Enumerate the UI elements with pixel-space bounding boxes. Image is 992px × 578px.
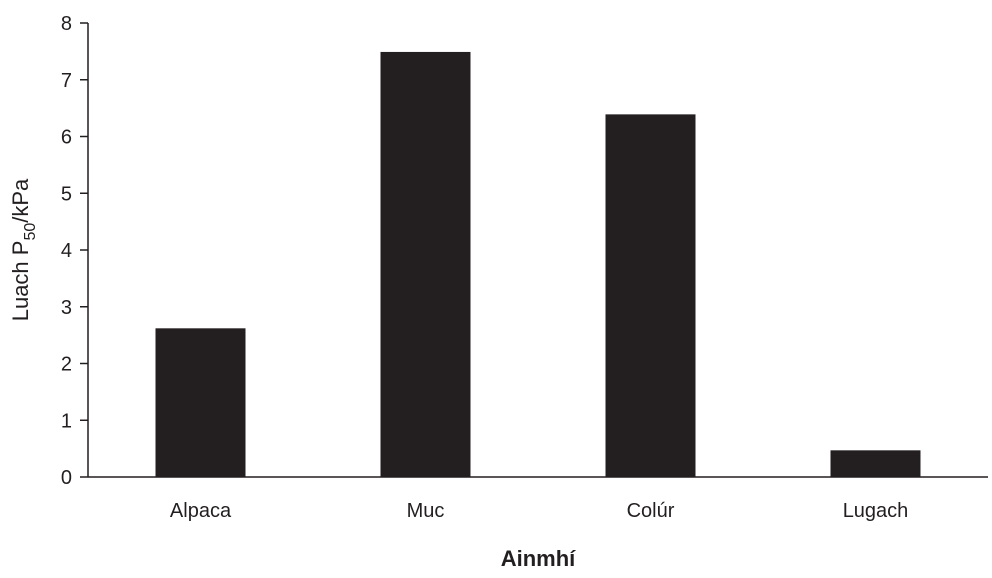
x-tick-label: Muc bbox=[407, 500, 445, 522]
y-axis-title-prefix: Luach P bbox=[8, 241, 33, 322]
bar bbox=[155, 328, 246, 477]
y-tick-label: 4 bbox=[61, 240, 72, 262]
x-axis-title: Ainmhí bbox=[501, 546, 576, 571]
y-tick-label: 1 bbox=[61, 410, 72, 432]
y-tick-label: 6 bbox=[61, 127, 72, 149]
x-tick-label: Colúr bbox=[627, 500, 675, 522]
y-tick-label: 5 bbox=[61, 183, 72, 205]
bars bbox=[155, 51, 921, 478]
x-axis-tick-labels: Alpaca Muc Colúr Lugach bbox=[170, 500, 908, 522]
y-axis-title-subscript: 50 bbox=[22, 223, 39, 241]
y-tick-label: 8 bbox=[61, 13, 72, 35]
y-axis-title-suffix: /kPa bbox=[8, 178, 33, 223]
y-tick-label: 7 bbox=[61, 70, 72, 92]
bar bbox=[830, 450, 921, 477]
y-tick-label: 2 bbox=[61, 354, 72, 376]
bar bbox=[605, 114, 696, 478]
x-tick-label: Alpaca bbox=[170, 500, 232, 522]
y-tick-label: 3 bbox=[61, 297, 72, 319]
bar bbox=[380, 51, 471, 477]
x-tick-label: Lugach bbox=[843, 500, 909, 522]
y-tick-label: 0 bbox=[61, 467, 72, 489]
y-axis-ticks: 0 1 2 3 4 5 6 7 8 bbox=[61, 13, 88, 489]
y-axis-title: Luach P50/kPa bbox=[8, 178, 39, 321]
